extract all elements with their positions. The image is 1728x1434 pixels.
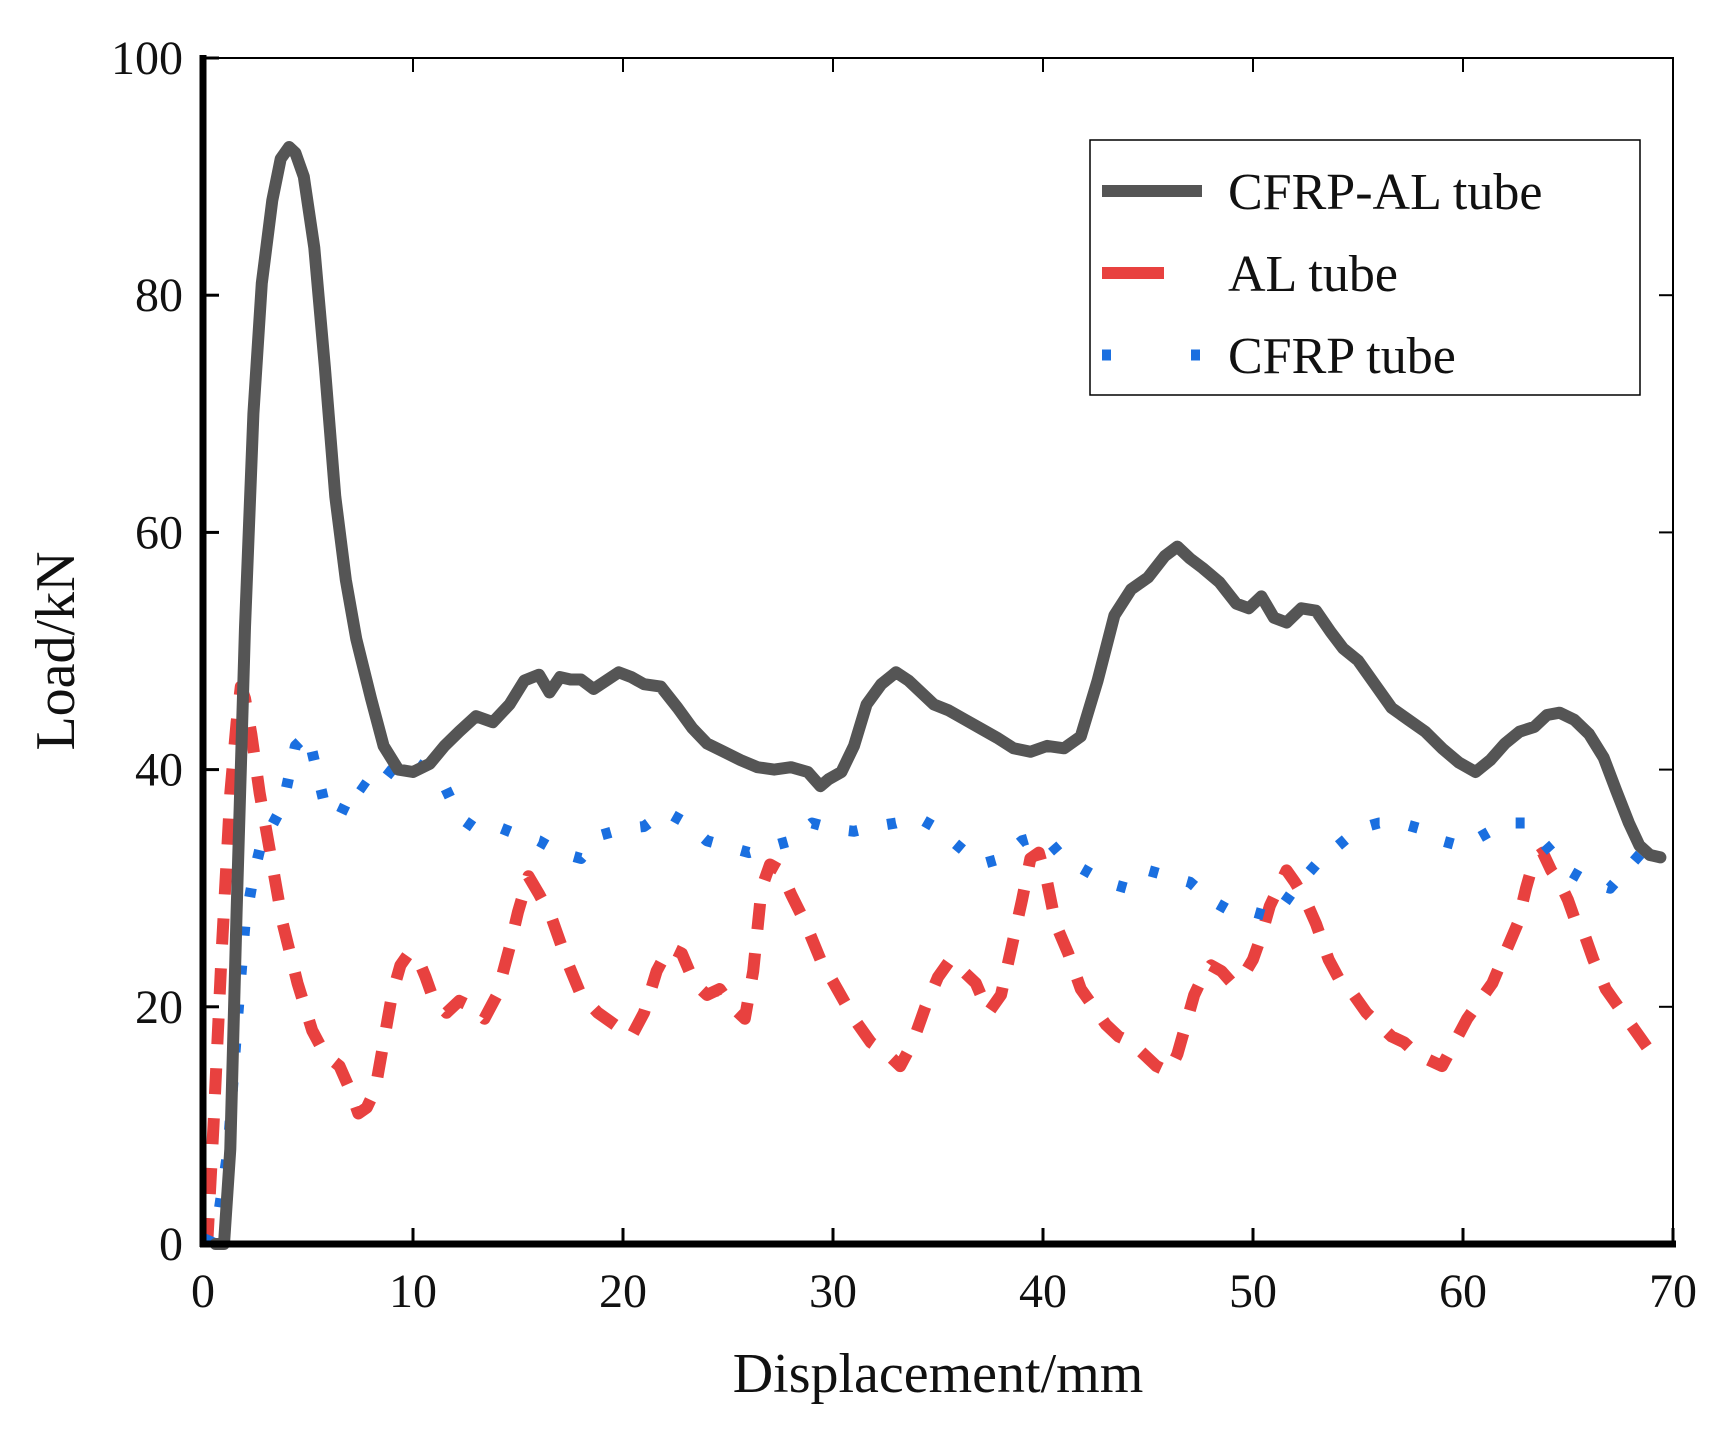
series-line-cfrp-al-tube <box>209 141 1667 1250</box>
y-tick-label: 100 <box>111 32 183 85</box>
x-tick-label: 40 <box>1019 1265 1067 1318</box>
ticks-layer: 0 10 20 30 40 50 60 70 0 20 40 60 80 100 <box>111 32 1697 1318</box>
legend-label-al-tube: AL tube <box>1228 246 1398 303</box>
x-tick-label: 50 <box>1229 1265 1277 1318</box>
legend: CFRP-AL tube AL tube CFRP tube <box>1089 139 1641 396</box>
y-tick-label: 60 <box>135 506 183 559</box>
y-tick-label: 80 <box>135 269 183 322</box>
x-tick-label: 70 <box>1649 1265 1697 1318</box>
y-tick-label: 20 <box>135 981 183 1034</box>
series-layer <box>201 141 1667 1250</box>
x-tick-label: 20 <box>599 1265 647 1318</box>
y-axis-title: Load/kN <box>25 551 87 750</box>
series-line-cfrp-tube <box>202 728 1657 1247</box>
y-tick-label: 40 <box>135 744 183 797</box>
x-tick-label: 10 <box>389 1265 437 1318</box>
legend-label-cfrp-tube: CFRP tube <box>1228 328 1456 385</box>
series-line-al-tube <box>201 680 1662 1245</box>
legend-label-cfrp-al-tube: CFRP-AL tube <box>1228 164 1542 221</box>
legend-box <box>1089 139 1641 396</box>
x-axis-title: Displacement/mm <box>733 1343 1144 1405</box>
y-tick-label: 0 <box>159 1218 183 1271</box>
x-tick-label: 30 <box>809 1265 857 1318</box>
x-tick-label: 60 <box>1439 1265 1487 1318</box>
x-tick-label: 0 <box>191 1265 215 1318</box>
